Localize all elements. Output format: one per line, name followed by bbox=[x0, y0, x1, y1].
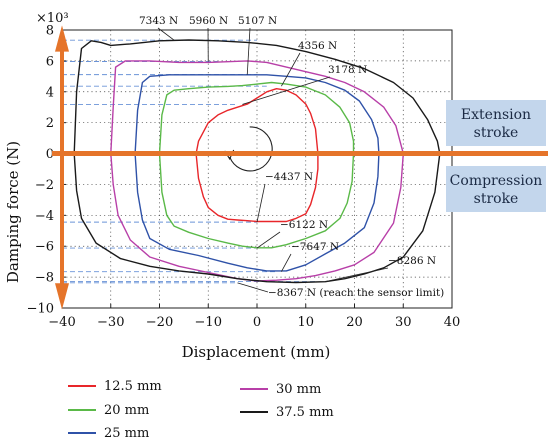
annotation-leader bbox=[281, 253, 292, 272]
annotations: 7343 N 5960 N 5107 N 4356 N 3178 N −4437 N −61… bbox=[139, 15, 444, 299]
annotation-leader bbox=[237, 282, 269, 293]
y-tick-label: 4 bbox=[46, 85, 54, 100]
legend-label: 37.5 mm bbox=[276, 405, 334, 420]
y-tick-label: −10 bbox=[27, 302, 54, 317]
annotation-label: 7343 N bbox=[139, 15, 178, 27]
y-tick-label: −2 bbox=[35, 178, 54, 193]
annotation-leader bbox=[246, 27, 251, 75]
y-tick-label: 8 bbox=[46, 24, 54, 39]
extension-stroke-label-box bbox=[446, 100, 546, 146]
annotation-label: 5960 N bbox=[189, 15, 228, 27]
annotation-label: −7647 N bbox=[291, 241, 339, 253]
x-tick-label: −10 bbox=[195, 315, 222, 330]
x-tick-label: −40 bbox=[48, 315, 75, 330]
y-tick-label: −4 bbox=[35, 209, 54, 224]
down-arrowhead bbox=[55, 283, 69, 310]
legend-label: 25 mm bbox=[104, 426, 149, 441]
annotation-label: 3178 N bbox=[328, 64, 367, 76]
x-tick-label: 10 bbox=[297, 315, 314, 330]
stroke-labels: Extension stroke Compression stroke bbox=[446, 100, 546, 212]
x-axis-label: Displacement (mm) bbox=[182, 343, 331, 361]
y-tick-label: 0 bbox=[46, 147, 54, 162]
rotation-arrow bbox=[229, 126, 273, 172]
annotation-label: 4356 N bbox=[298, 40, 337, 52]
compression-stroke-label: Compression bbox=[450, 173, 543, 189]
annotation-leader bbox=[256, 183, 266, 223]
x-tick-label: 0 bbox=[253, 315, 261, 330]
annotation-label: −6122 N bbox=[280, 219, 328, 231]
x-tick-label: 20 bbox=[346, 315, 363, 330]
series-37-5-mm-line bbox=[73, 39, 441, 284]
extension-stroke-label: Extension bbox=[461, 107, 531, 123]
compression-stroke-label: stroke bbox=[474, 191, 519, 207]
legend-label: 20 mm bbox=[104, 403, 149, 418]
x-tick-label: 40 bbox=[444, 315, 461, 330]
y-axis-multiplier: ×10³ bbox=[36, 11, 69, 26]
y-tick-label: 6 bbox=[46, 54, 54, 69]
compression-stroke-label-box bbox=[446, 166, 546, 212]
x-tick-label: 30 bbox=[395, 315, 412, 330]
annotation-label: −8367 N (reach the sensor limit) bbox=[268, 287, 444, 299]
annotation-leader bbox=[157, 27, 175, 41]
extension-stroke-label: stroke bbox=[474, 125, 519, 141]
x-tick-label: −30 bbox=[97, 315, 124, 330]
x-tick-label: −20 bbox=[146, 315, 173, 330]
y-tick-label: −6 bbox=[35, 240, 54, 255]
y-tick-label: 2 bbox=[46, 116, 54, 131]
annotation-leader bbox=[242, 76, 331, 105]
annotation-label: 5107 N bbox=[238, 15, 277, 27]
legend-label: 12.5 mm bbox=[104, 379, 162, 394]
series-12-5-mm-line bbox=[195, 88, 319, 223]
legend: 12.5 mm 20 mm 25 mm 30 mm 37.5 mm bbox=[68, 379, 334, 441]
annotation-leader bbox=[325, 267, 389, 282]
annotation-label: −4437 N bbox=[265, 171, 313, 183]
annotation-leader bbox=[256, 231, 281, 249]
annotation-label: −8286 N bbox=[388, 255, 436, 267]
y-axis-label: Damping force (N) bbox=[4, 141, 22, 283]
y-tick-label: −8 bbox=[35, 271, 54, 286]
zero-axis-arrows bbox=[52, 25, 548, 310]
legend-label: 30 mm bbox=[276, 382, 321, 397]
up-arrowhead bbox=[55, 25, 69, 52]
annotation-leader bbox=[281, 52, 301, 87]
